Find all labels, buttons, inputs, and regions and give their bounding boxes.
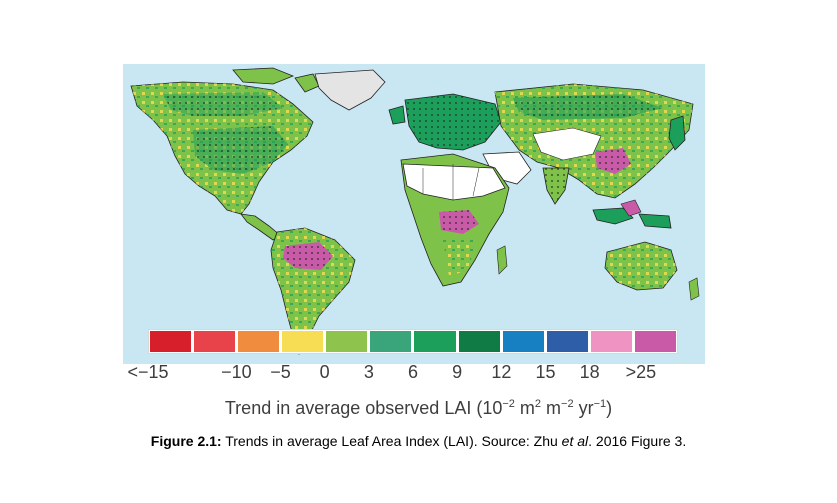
legend-swatch bbox=[546, 331, 588, 352]
legend-swatch bbox=[458, 331, 500, 352]
madagascar bbox=[496, 245, 508, 275]
legend-tick: −10 bbox=[221, 362, 252, 382]
central-america bbox=[240, 213, 282, 241]
legend-swatch bbox=[282, 331, 324, 352]
legend-tick: 18 bbox=[579, 362, 600, 382]
sahara-no-data bbox=[402, 163, 506, 201]
legend-swatch bbox=[194, 331, 236, 352]
legend-swatch bbox=[150, 331, 192, 352]
legend-axis-title: Trend in average observed LAI (10−2 m2 m… bbox=[224, 398, 613, 418]
world-lai-map bbox=[123, 64, 705, 364]
legend-swatch bbox=[238, 331, 280, 352]
legend-tick: 6 bbox=[407, 362, 419, 382]
legend-swatch bbox=[370, 331, 412, 352]
legend-tick: 15 bbox=[535, 362, 556, 382]
color-legend bbox=[148, 329, 678, 354]
world-map-svg bbox=[130, 67, 700, 355]
legend-swatch bbox=[414, 331, 456, 352]
legend-tick: −5 bbox=[270, 362, 291, 382]
legend-tick: 3 bbox=[363, 362, 374, 382]
legend-swatch bbox=[634, 331, 676, 352]
legend-tick: 0 bbox=[319, 362, 330, 382]
legend-tick: 12 bbox=[491, 362, 512, 382]
figure-caption: Figure 2.1: Trends in average Leaf Area … bbox=[150, 433, 687, 449]
legend-tick: >25 bbox=[625, 362, 657, 382]
legend-swatch bbox=[326, 331, 368, 352]
legend-tick: <−15 bbox=[127, 362, 169, 382]
legend-tick: 9 bbox=[452, 362, 463, 382]
central-asia-no-data bbox=[532, 127, 602, 161]
greenland bbox=[314, 69, 386, 111]
legend-swatch bbox=[590, 331, 632, 352]
legend-swatch bbox=[502, 331, 544, 352]
legend-tick-labels: <−15 −10 −5 0 3 6 9 12 15 18 >25 bbox=[127, 362, 678, 386]
caption-label: Figure 2.1: bbox=[150, 433, 222, 449]
